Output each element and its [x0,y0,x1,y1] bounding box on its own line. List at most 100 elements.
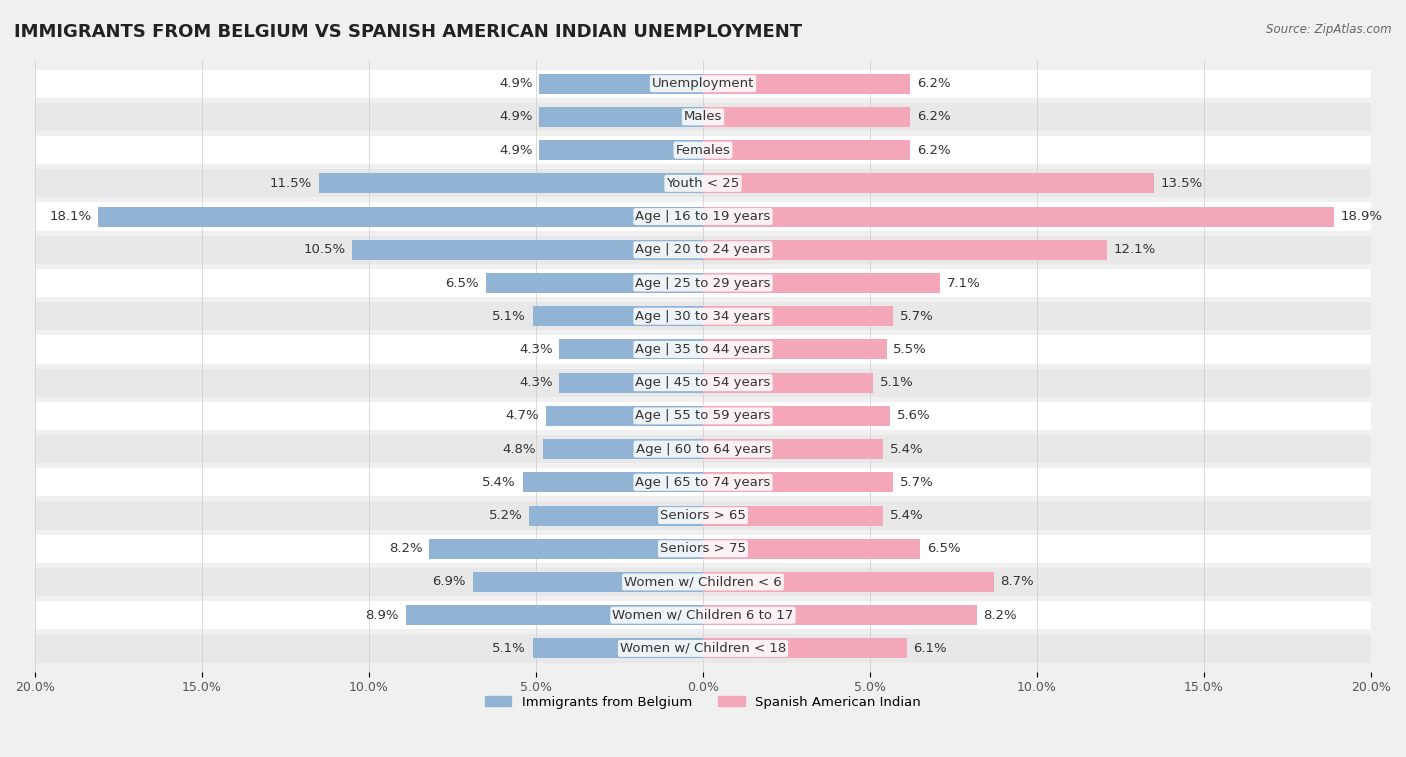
Bar [353,240,703,260]
Bar [703,173,1154,193]
Text: 5.7%: 5.7% [900,476,934,489]
Bar [703,339,887,360]
Text: 5.1%: 5.1% [880,376,914,389]
Text: Age | 20 to 24 years: Age | 20 to 24 years [636,243,770,257]
Text: 4.3%: 4.3% [519,343,553,356]
Bar [703,273,941,293]
Text: 4.9%: 4.9% [499,77,533,90]
Bar [98,207,703,226]
Bar [486,273,703,293]
Bar [703,307,893,326]
Bar [35,469,1371,497]
Bar [35,70,1371,98]
Text: 6.5%: 6.5% [927,542,960,556]
Bar [35,369,1371,397]
Bar [703,140,910,160]
Text: 5.4%: 5.4% [890,509,924,522]
Text: 13.5%: 13.5% [1160,177,1204,190]
Text: 5.4%: 5.4% [482,476,516,489]
Bar [703,506,883,525]
Text: Age | 55 to 59 years: Age | 55 to 59 years [636,410,770,422]
Bar [703,240,1107,260]
Text: 5.5%: 5.5% [893,343,927,356]
Bar [533,638,703,659]
Legend: Immigrants from Belgium, Spanish American Indian: Immigrants from Belgium, Spanish America… [479,690,927,714]
Bar [703,207,1334,226]
Text: Women w/ Children 6 to 17: Women w/ Children 6 to 17 [613,609,793,621]
Text: 4.9%: 4.9% [499,144,533,157]
Text: 5.7%: 5.7% [900,310,934,322]
Text: 8.7%: 8.7% [1000,575,1033,588]
Bar [540,140,703,160]
Text: 6.2%: 6.2% [917,111,950,123]
Bar [35,534,1371,563]
Bar [35,136,1371,164]
Text: 5.2%: 5.2% [489,509,523,522]
Bar [703,372,873,393]
Text: 11.5%: 11.5% [270,177,312,190]
Text: Youth < 25: Youth < 25 [666,177,740,190]
Bar [703,107,910,127]
Bar [703,638,907,659]
Bar [533,307,703,326]
Bar [35,269,1371,297]
Text: 5.1%: 5.1% [492,642,526,655]
Text: Women w/ Children < 18: Women w/ Children < 18 [620,642,786,655]
Bar [703,572,994,592]
Bar [35,402,1371,430]
Bar [472,572,703,592]
Bar [35,601,1371,629]
Text: 5.6%: 5.6% [897,410,931,422]
Bar [406,606,703,625]
Text: Women w/ Children < 6: Women w/ Children < 6 [624,575,782,588]
Bar [35,302,1371,330]
Text: Unemployment: Unemployment [652,77,754,90]
Bar [703,539,920,559]
Text: 18.1%: 18.1% [49,210,91,223]
Text: 8.2%: 8.2% [984,609,1017,621]
Text: Age | 16 to 19 years: Age | 16 to 19 years [636,210,770,223]
Bar [703,406,890,426]
Text: 12.1%: 12.1% [1114,243,1156,257]
Bar [703,606,977,625]
Text: 5.4%: 5.4% [890,443,924,456]
Text: Age | 35 to 44 years: Age | 35 to 44 years [636,343,770,356]
Bar [35,170,1371,198]
Text: 5.1%: 5.1% [492,310,526,322]
Text: 8.9%: 8.9% [366,609,399,621]
Text: Females: Females [675,144,731,157]
Text: Age | 65 to 74 years: Age | 65 to 74 years [636,476,770,489]
Bar [35,634,1371,662]
Text: Age | 25 to 29 years: Age | 25 to 29 years [636,276,770,289]
Text: 6.1%: 6.1% [914,642,948,655]
Bar [35,501,1371,530]
Text: 6.9%: 6.9% [432,575,465,588]
Text: Age | 30 to 34 years: Age | 30 to 34 years [636,310,770,322]
Text: 18.9%: 18.9% [1341,210,1384,223]
Text: 4.9%: 4.9% [499,111,533,123]
Text: Males: Males [683,111,723,123]
Bar [560,339,703,360]
Text: 4.3%: 4.3% [519,376,553,389]
Bar [540,73,703,94]
Bar [429,539,703,559]
Text: 4.7%: 4.7% [506,410,540,422]
Bar [529,506,703,525]
Text: IMMIGRANTS FROM BELGIUM VS SPANISH AMERICAN INDIAN UNEMPLOYMENT: IMMIGRANTS FROM BELGIUM VS SPANISH AMERI… [14,23,803,41]
Bar [35,335,1371,363]
Text: 7.1%: 7.1% [946,276,980,289]
Bar [703,73,910,94]
Text: 6.2%: 6.2% [917,144,950,157]
Bar [560,372,703,393]
Text: 6.2%: 6.2% [917,77,950,90]
Bar [543,439,703,459]
Text: 10.5%: 10.5% [304,243,346,257]
Text: Seniors > 75: Seniors > 75 [659,542,747,556]
Bar [35,235,1371,264]
Text: 6.5%: 6.5% [446,276,479,289]
Text: 8.2%: 8.2% [389,542,422,556]
Text: Seniors > 65: Seniors > 65 [659,509,747,522]
Bar [35,435,1371,463]
Text: 4.8%: 4.8% [502,443,536,456]
Bar [35,103,1371,131]
